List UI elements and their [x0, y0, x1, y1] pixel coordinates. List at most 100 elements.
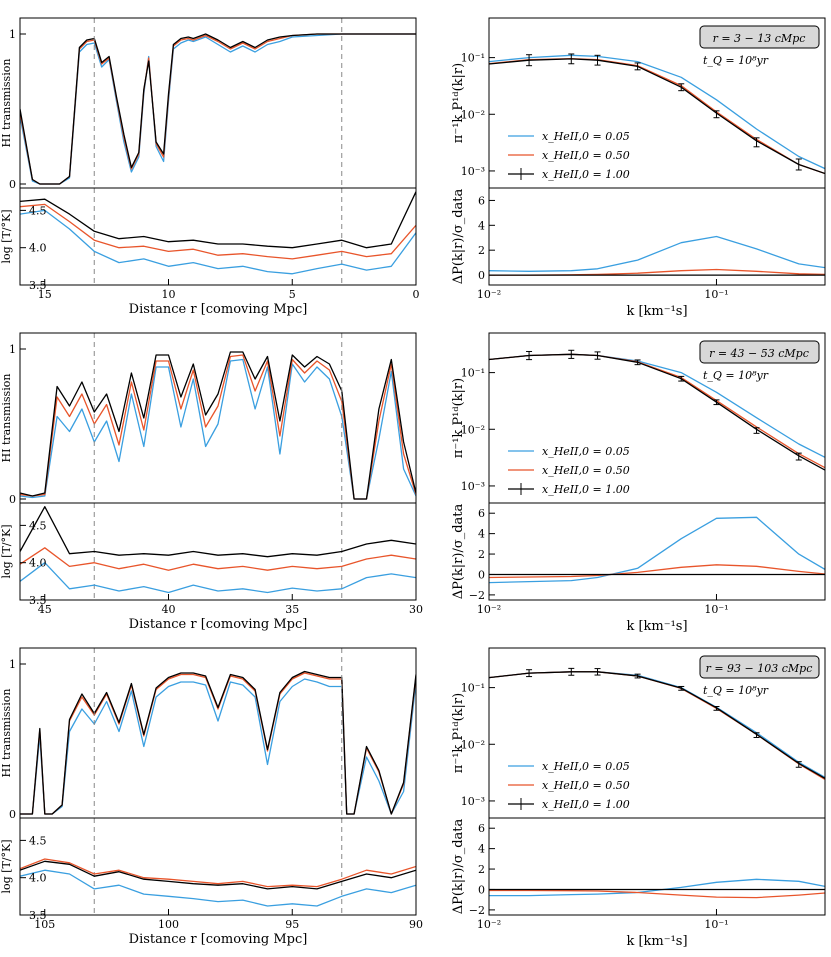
y-tick-label: 1	[9, 28, 16, 41]
series-group-0-t	[20, 33, 416, 185]
y-tick-label: 0	[478, 568, 485, 581]
series-group-0-rs	[489, 235, 825, 276]
legend-label: x_HeII,0 = 0.50	[542, 464, 630, 477]
y-tick-label: 0	[9, 493, 16, 506]
y-axis-label: log [T/°K]	[0, 524, 13, 578]
transmission-panel-frame	[19, 647, 417, 819]
y-tick-label: −2	[469, 904, 485, 917]
x-tick-label: 90	[409, 918, 423, 931]
series-line-blue	[489, 671, 825, 778]
series-line-black	[20, 33, 416, 185]
series-group-1-rs	[489, 516, 825, 584]
legend-label: x_HeII,0 = 0.05	[542, 760, 630, 773]
series-line-red	[489, 671, 825, 780]
x-tick-label: 5	[289, 288, 296, 301]
legend-label: x_HeII,0 = 0.05	[542, 445, 630, 458]
y-tick-label: 2	[478, 244, 485, 257]
y-tick-label: 10⁻²	[461, 738, 485, 751]
series-line-red	[20, 203, 416, 260]
residual-panel-frame	[488, 502, 826, 601]
y-tick-label: 0	[478, 883, 485, 896]
series-group-2-rs	[489, 878, 825, 899]
series-line-red	[20, 33, 416, 185]
y-tick-label: 10⁻³	[461, 480, 485, 493]
legend-label: x_HeII,0 = 1.00	[542, 798, 630, 811]
y-tick-label: 10⁻¹	[461, 52, 485, 65]
series-group-1-p	[489, 353, 825, 471]
x-tick-label: 10⁻¹	[704, 603, 728, 616]
y-tick-label: 1	[9, 343, 16, 356]
y-axis-label: HI transmission	[0, 59, 13, 148]
tq-label: t_Q = 10⁸yr	[703, 369, 769, 382]
y-tick-label: 10⁻³	[461, 165, 485, 178]
y-axis-label: log [T/°K]	[0, 209, 13, 263]
y-tick-label: 10⁻²	[461, 423, 485, 436]
legend-label: x_HeII,0 = 1.00	[542, 483, 630, 496]
y-tick-label: 10⁻¹	[461, 682, 485, 695]
y-axis-label: ΔP(k|r)/σ_data	[451, 503, 466, 599]
series-line-blue	[489, 516, 825, 584]
y-tick-label: 4.5	[29, 204, 47, 217]
x-axis-label: k [km⁻¹s]	[626, 934, 687, 949]
y-tick-label: 4.0	[29, 872, 47, 885]
series-line-blue	[489, 54, 825, 170]
x-axis-label: Distance r [comoving Mpc]	[129, 932, 308, 947]
y-axis-label: π⁻¹k P¹ᵈ(k|r)	[451, 378, 466, 458]
y-tick-label: 0	[9, 808, 16, 821]
series-group-2-tm	[20, 858, 416, 907]
transmission-panel-frame	[19, 332, 417, 504]
y-tick-label: 0	[478, 269, 485, 282]
series-line-black	[20, 670, 416, 815]
legend-label: x_HeII,0 = 0.50	[542, 149, 630, 162]
series-line-red	[20, 672, 416, 815]
x-tick-label: 10⁻¹	[704, 918, 728, 931]
residual-panel-frame	[488, 187, 826, 286]
y-tick-label: 4.0	[29, 242, 47, 255]
series-line-black	[20, 351, 416, 500]
y-tick-label: 6	[478, 507, 485, 520]
range-label-box	[699, 340, 820, 364]
series-line-blue	[20, 869, 416, 907]
y-axis-label: π⁻¹k P¹ᵈ(k|r)	[451, 693, 466, 773]
series-line-red	[20, 547, 416, 571]
series-line-blue	[20, 209, 416, 275]
x-tick-label: 105	[34, 918, 55, 931]
tq-label: t_Q = 10⁸yr	[703, 54, 769, 67]
y-tick-label: 4	[478, 219, 485, 232]
x-axis-label: Distance r [comoving Mpc]	[129, 302, 308, 317]
y-tick-label: −2	[469, 589, 485, 602]
y-tick-label: 4.5	[29, 834, 47, 847]
y-axis-label: π⁻¹k P¹ᵈ(k|r)	[451, 63, 466, 143]
residual-panel-frame	[488, 817, 826, 916]
series-group-1-tm	[20, 506, 416, 594]
series-line-blue	[489, 235, 825, 272]
y-axis-label: HI transmission	[0, 374, 13, 463]
y-tick-label: 3.5	[29, 279, 47, 292]
y-tick-label: 4	[478, 528, 485, 541]
y-tick-label: 1	[9, 658, 16, 671]
range-label-box	[699, 25, 820, 49]
series-line-red	[489, 268, 825, 276]
legend-label: x_HeII,0 = 0.05	[542, 130, 630, 143]
x-tick-label: 30	[409, 603, 423, 616]
x-tick-label: 10⁻²	[477, 918, 501, 931]
series-group-0-p	[489, 54, 825, 175]
x-tick-label: 10	[162, 288, 176, 301]
y-axis-label: ΔP(k|r)/σ_data	[451, 818, 466, 914]
y-tick-label: 10⁻²	[461, 108, 485, 121]
y-axis-label: HI transmission	[0, 689, 13, 778]
y-axis-label: log [T/°K]	[0, 839, 13, 893]
series-line-blue	[20, 562, 416, 594]
x-tick-label: 10⁻²	[477, 603, 501, 616]
x-tick-label: 10⁻²	[477, 288, 501, 301]
series-group-1-t	[20, 351, 416, 500]
x-tick-label: 100	[158, 918, 179, 931]
range-label: r = 93 − 103 cMpc	[706, 662, 813, 675]
series-group-2-p	[489, 671, 825, 780]
x-tick-label: 0	[413, 288, 420, 301]
range-label: r = 3 − 13 cMpc	[713, 32, 806, 45]
series-line-black	[20, 860, 416, 890]
y-tick-label: 4	[478, 843, 485, 856]
